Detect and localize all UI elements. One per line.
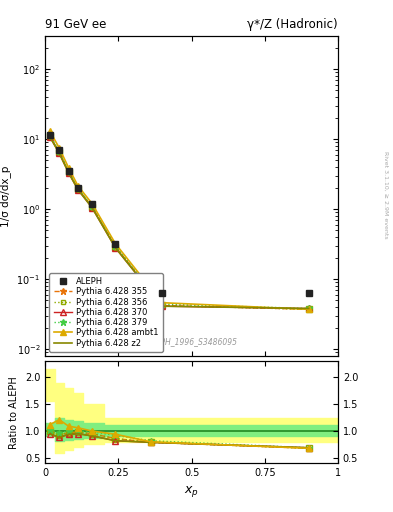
Pythia 6.428 355 xyxy=(75,186,80,192)
Pythia 6.428 379 xyxy=(66,168,71,174)
Text: ALEPH_1996_S3486095: ALEPH_1996_S3486095 xyxy=(146,337,237,346)
Pythia 6.428 356 xyxy=(307,306,311,312)
Pythia 6.428 356 xyxy=(57,149,62,155)
Y-axis label: Ratio to ALEPH: Ratio to ALEPH xyxy=(9,376,19,449)
Pythia 6.428 z2 xyxy=(48,134,52,140)
Line: Pythia 6.428 379: Pythia 6.428 379 xyxy=(46,132,312,312)
Y-axis label: 1/σ dσ/dx_p: 1/σ dσ/dx_p xyxy=(0,165,11,226)
Pythia 6.428 ambt1 xyxy=(75,183,80,189)
Pythia 6.428 356 xyxy=(160,303,165,309)
Pythia 6.428 370 xyxy=(57,150,62,156)
Pythia 6.428 z2 xyxy=(113,245,118,251)
Pythia 6.428 356 xyxy=(113,244,118,250)
Pythia 6.428 ambt1 xyxy=(160,300,165,306)
Pythia 6.428 356 xyxy=(75,186,80,192)
Pythia 6.428 356 xyxy=(48,133,52,139)
Pythia 6.428 379 xyxy=(160,301,165,307)
Pythia 6.428 z2 xyxy=(160,303,165,309)
Pythia 6.428 370 xyxy=(160,303,165,309)
Pythia 6.428 355 xyxy=(160,303,165,309)
Pythia 6.428 370 xyxy=(90,205,94,211)
Pythia 6.428 356 xyxy=(90,204,94,210)
Pythia 6.428 379 xyxy=(75,185,80,191)
Pythia 6.428 z2 xyxy=(307,306,311,312)
Pythia 6.428 ambt1 xyxy=(66,165,71,171)
Pythia 6.428 355 xyxy=(307,306,311,312)
Text: 91 GeV ee: 91 GeV ee xyxy=(45,18,107,31)
Pythia 6.428 379 xyxy=(307,306,311,312)
Legend: ALEPH, Pythia 6.428 355, Pythia 6.428 356, Pythia 6.428 370, Pythia 6.428 379, P: ALEPH, Pythia 6.428 355, Pythia 6.428 35… xyxy=(50,273,163,352)
Pythia 6.428 379 xyxy=(57,148,62,154)
Pythia 6.428 ambt1 xyxy=(57,145,62,151)
Text: Rivet 3.1.10, ≥ 2.9M events: Rivet 3.1.10, ≥ 2.9M events xyxy=(383,151,388,239)
Pythia 6.428 ambt1 xyxy=(48,128,52,134)
Line: Pythia 6.428 370: Pythia 6.428 370 xyxy=(47,134,312,311)
Pythia 6.428 355 xyxy=(57,149,62,155)
Line: Pythia 6.428 z2: Pythia 6.428 z2 xyxy=(50,137,309,309)
Pythia 6.428 370 xyxy=(307,306,311,312)
Pythia 6.428 z2 xyxy=(66,170,71,176)
Pythia 6.428 370 xyxy=(66,170,71,176)
Pythia 6.428 ambt1 xyxy=(307,306,311,312)
Pythia 6.428 356 xyxy=(66,169,71,175)
Pythia 6.428 370 xyxy=(113,245,118,251)
Line: Pythia 6.428 356: Pythia 6.428 356 xyxy=(47,134,312,312)
Pythia 6.428 355 xyxy=(113,244,118,250)
Pythia 6.428 370 xyxy=(48,134,52,140)
Text: γ*/Z (Hadronic): γ*/Z (Hadronic) xyxy=(247,18,338,31)
X-axis label: $x_p$: $x_p$ xyxy=(184,484,199,499)
Pythia 6.428 379 xyxy=(48,132,52,138)
Pythia 6.428 355 xyxy=(90,204,94,210)
Line: Pythia 6.428 ambt1: Pythia 6.428 ambt1 xyxy=(47,129,312,312)
Pythia 6.428 z2 xyxy=(75,186,80,193)
Pythia 6.428 379 xyxy=(90,203,94,209)
Pythia 6.428 379 xyxy=(113,243,118,249)
Pythia 6.428 370 xyxy=(75,186,80,193)
Pythia 6.428 z2 xyxy=(90,205,94,211)
Pythia 6.428 355 xyxy=(48,133,52,139)
Pythia 6.428 z2 xyxy=(57,150,62,156)
Pythia 6.428 355 xyxy=(66,169,71,175)
Pythia 6.428 ambt1 xyxy=(90,201,94,207)
Pythia 6.428 ambt1 xyxy=(113,241,118,247)
Line: Pythia 6.428 355: Pythia 6.428 355 xyxy=(46,133,312,313)
